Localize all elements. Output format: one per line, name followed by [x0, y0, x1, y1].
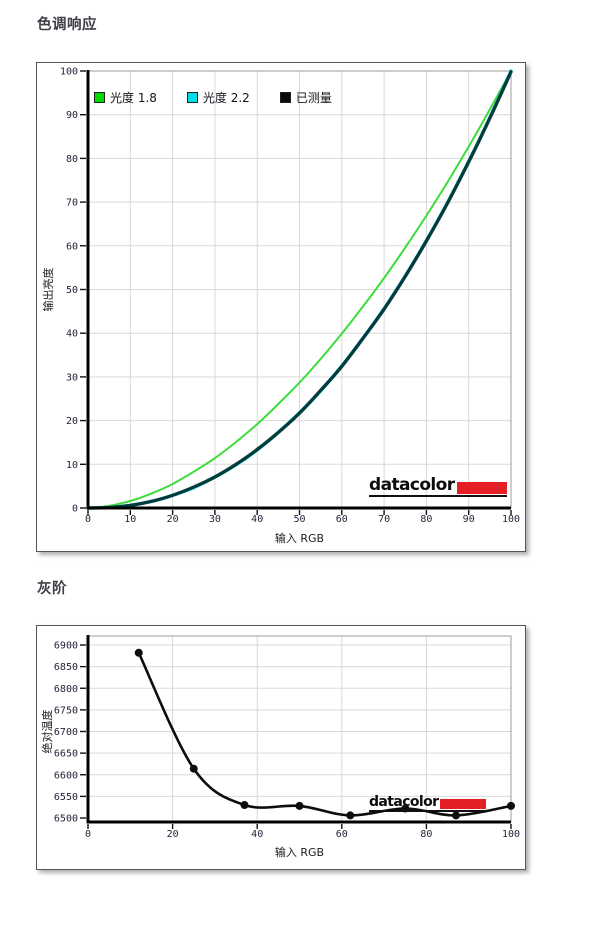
svg-text:100: 100 — [502, 829, 520, 840]
tone-response-chart: 0 10 20 30 40 50 60 70 80 90 100 0 10 20 30 40 50 60 70 80 9… — [36, 62, 526, 552]
svg-text:60: 60 — [336, 829, 348, 840]
svg-text:80: 80 — [420, 829, 432, 840]
svg-text:6850: 6850 — [54, 662, 78, 673]
legend-label: 光度 1.8 — [110, 91, 157, 105]
datacolor-logo: datacolor — [369, 477, 507, 497]
svg-text:输入 RGB: 输入 RGB — [275, 845, 324, 859]
datacolor-logo-text: datacolor — [369, 794, 439, 810]
svg-text:20: 20 — [66, 416, 78, 427]
legend-swatch-icon — [94, 92, 105, 103]
svg-text:30: 30 — [209, 514, 221, 525]
svg-text:100: 100 — [60, 67, 78, 78]
svg-text:20: 20 — [167, 829, 179, 840]
svg-text:6600: 6600 — [54, 770, 78, 781]
svg-text:70: 70 — [378, 514, 390, 525]
svg-text:输出亮度: 输出亮度 — [41, 268, 55, 312]
svg-text:70: 70 — [66, 198, 78, 209]
svg-text:输入 RGB: 输入 RGB — [275, 531, 324, 545]
datacolor-logo-text: datacolor — [369, 475, 455, 495]
svg-text:0: 0 — [85, 829, 91, 840]
legend-swatch-icon — [279, 92, 291, 103]
datacolor-logo: datacolor — [369, 794, 487, 812]
svg-text:6500: 6500 — [54, 814, 78, 825]
svg-text:0: 0 — [85, 514, 91, 525]
legend-entry: 已测量 — [279, 89, 332, 106]
legend-label: 光度 2.2 — [202, 91, 250, 105]
svg-text:80: 80 — [66, 154, 78, 165]
svg-text:40: 40 — [66, 329, 78, 340]
datacolor-logo-bar — [440, 799, 487, 809]
svg-text:10: 10 — [66, 460, 78, 471]
svg-text:6650: 6650 — [54, 749, 78, 760]
svg-text:6550: 6550 — [54, 792, 78, 803]
svg-text:6900: 6900 — [54, 641, 78, 652]
legend-swatch-icon — [186, 92, 198, 103]
svg-text:0: 0 — [72, 504, 78, 515]
svg-text:50: 50 — [293, 514, 305, 525]
svg-text:80: 80 — [420, 514, 432, 525]
svg-text:60: 60 — [336, 514, 348, 525]
tone-response-plot: 0 10 20 30 40 50 60 70 80 90 100 0 10 20 30 40 50 60 70 80 9… — [41, 67, 520, 546]
svg-text:30: 30 — [66, 372, 78, 383]
svg-text:50: 50 — [66, 285, 78, 296]
grayscale-plot: 0 20 40 60 80 100 6500 6550 6600 6650 6700 6750 6800… — [40, 635, 520, 859]
svg-text:100: 100 — [502, 514, 520, 525]
svg-text:6700: 6700 — [54, 727, 78, 738]
svg-text:6750: 6750 — [54, 705, 78, 716]
legend-entry: 光度 2.2 — [186, 89, 250, 106]
grayscale-chart: 0 20 40 60 80 100 6500 6550 6600 6650 6700 6750 6800… — [36, 625, 526, 870]
tone-response-heading: 色调响应 — [37, 17, 97, 33]
svg-text:40: 40 — [251, 829, 263, 840]
svg-text:绝对温度: 绝对温度 — [40, 710, 54, 754]
legend-label: 已测量 — [295, 91, 332, 105]
legend-entry: 光度 1.8 — [94, 89, 157, 106]
chart-legend: 光度 1.8 光度 2.2 已测量 — [94, 89, 332, 106]
svg-text:6800: 6800 — [54, 684, 78, 695]
svg-text:60: 60 — [66, 241, 78, 252]
svg-text:90: 90 — [463, 514, 475, 525]
svg-text:20: 20 — [167, 514, 179, 525]
svg-text:90: 90 — [66, 110, 78, 121]
svg-text:40: 40 — [251, 514, 263, 525]
svg-text:10: 10 — [124, 514, 136, 525]
grayscale-heading: 灰阶 — [37, 581, 67, 597]
datacolor-logo-bar — [456, 482, 507, 494]
